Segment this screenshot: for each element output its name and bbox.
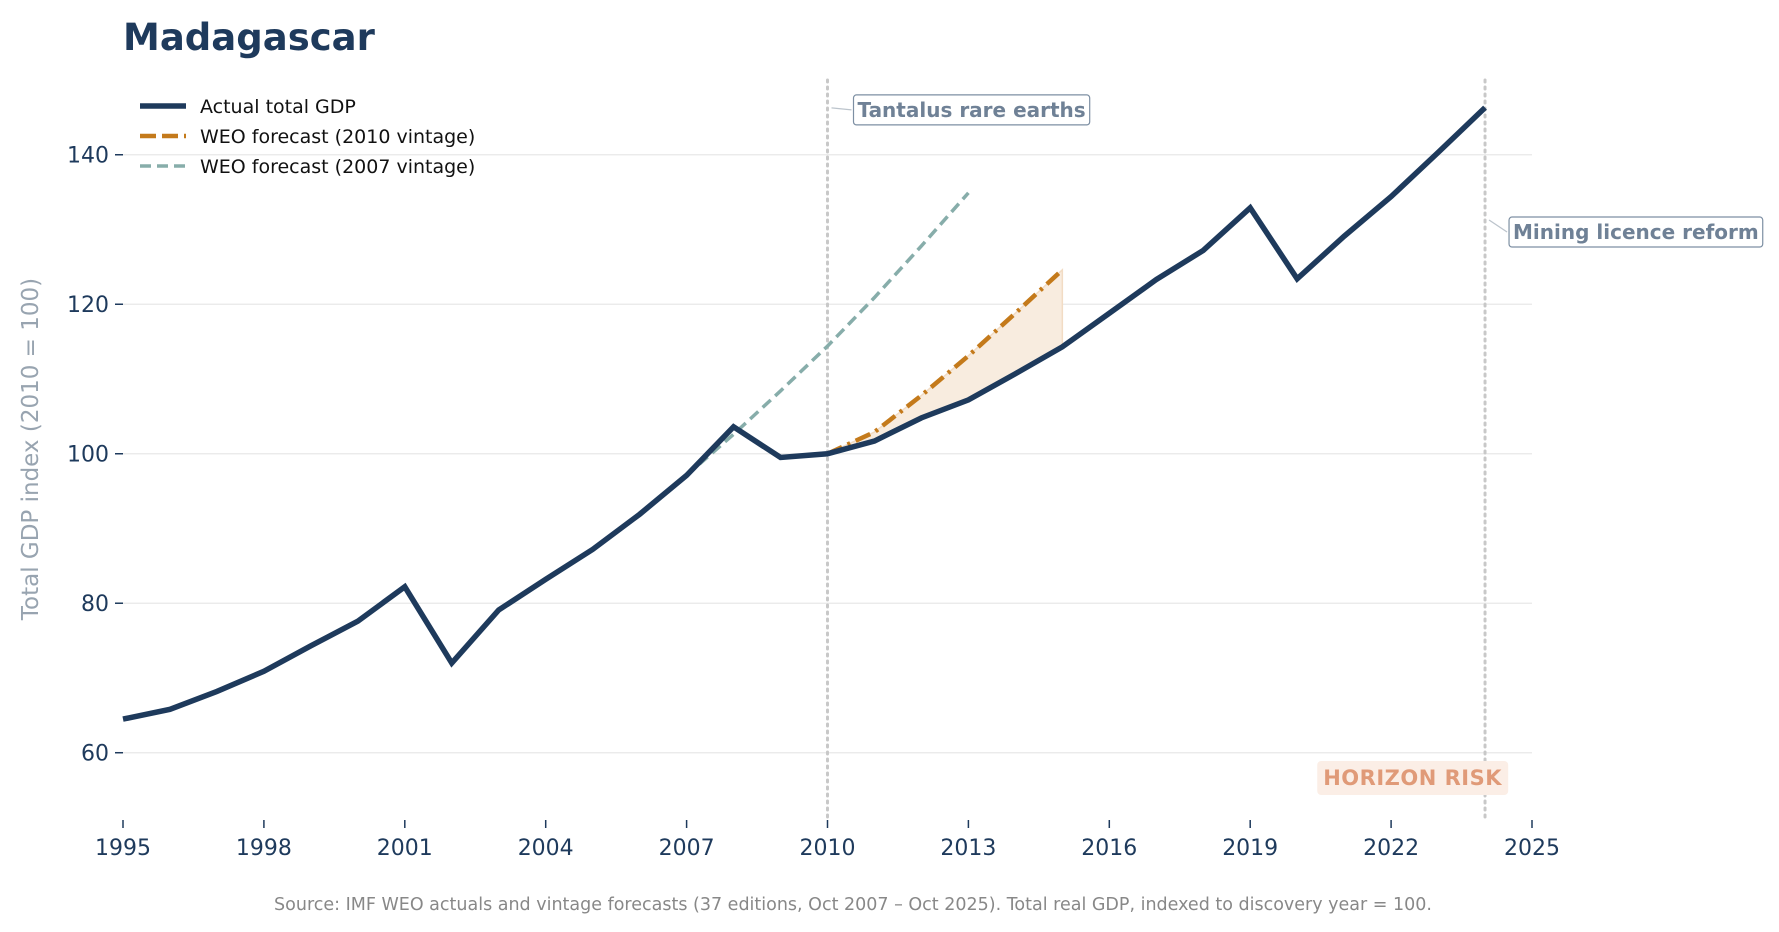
x-tick-label-2013: 2013 xyxy=(940,836,996,861)
y-tick-label-60: 60 xyxy=(81,742,109,767)
annotation-box xyxy=(852,94,1091,126)
y-axis-label: Total GDP index (2010 = 100) xyxy=(18,278,44,621)
horizon-risk-bg xyxy=(1317,761,1509,795)
legend-label-1: Actual total GDP xyxy=(200,96,356,118)
x-tick-label-2016: 2016 xyxy=(1081,836,1137,861)
source-note: Source: IMF WEO actuals and vintage fore… xyxy=(274,895,1432,915)
y-axis: 60 80 100 120 140 xyxy=(67,144,123,767)
annotation-label: Mining licence reform xyxy=(1513,220,1759,244)
event-lines xyxy=(826,78,1487,822)
y-tick-label-100: 100 xyxy=(67,443,109,468)
annotation-1: Tantalus rare earths xyxy=(831,94,1091,126)
annotation-connector xyxy=(1488,219,1508,233)
x-tick-label-1998: 1998 xyxy=(236,836,292,861)
annotation-box xyxy=(1508,216,1764,248)
y-tick-label-120: 120 xyxy=(67,293,109,318)
legend-label-3: WEO forecast (2007 vintage) xyxy=(200,156,475,178)
x-tick-label-2001: 2001 xyxy=(377,836,433,861)
annotations: Tantalus rare earths Mining licence refor… xyxy=(831,94,1764,248)
x-axis: 1995 1998 2001 2004 2007 2010 2013 2016 2019 2022… xyxy=(95,820,1560,861)
annotation-connector xyxy=(831,107,852,111)
x-tick-label-2007: 2007 xyxy=(659,836,715,861)
x-tick-label-1995: 1995 xyxy=(95,836,151,861)
x-tick-label-2019: 2019 xyxy=(1222,836,1278,861)
annotation-2: Mining licence reform xyxy=(1488,216,1764,248)
x-tick-label-2010: 2010 xyxy=(800,836,856,861)
forecast-gap-area xyxy=(827,268,1064,455)
horizon-risk-badge: HORIZON RISK xyxy=(1317,761,1509,795)
legend: Actual total GDP WEO forecast (2010 vinta… xyxy=(140,96,475,178)
y-tick-label-80: 80 xyxy=(81,592,109,617)
series-lines xyxy=(122,105,1487,722)
x-tick-label-2025: 2025 xyxy=(1504,836,1560,861)
forecast-gap-fill xyxy=(827,268,1064,455)
horizon-risk-label: HORIZON RISK xyxy=(1323,766,1502,790)
legend-label-2: WEO forecast (2010 vintage) xyxy=(200,126,475,148)
series-line-actual xyxy=(122,105,1487,722)
series-line-forecast-2007 xyxy=(685,191,970,477)
y-tick-label-140: 140 xyxy=(67,144,109,169)
annotation-label: Tantalus rare earths xyxy=(858,98,1086,122)
x-tick-label-2022: 2022 xyxy=(1363,836,1419,861)
chart-title: Madagascar xyxy=(123,16,376,59)
x-tick-label-2004: 2004 xyxy=(518,836,574,861)
series-line-forecast-2010 xyxy=(826,268,1064,456)
